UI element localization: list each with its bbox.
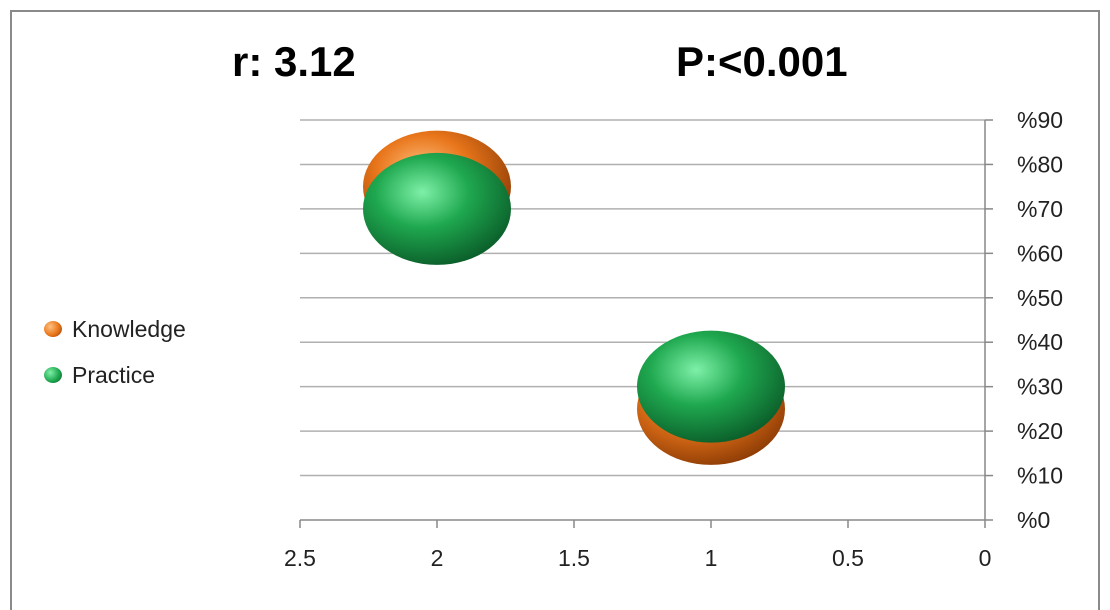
y-tick-label: %90: [1017, 107, 1063, 133]
practice-marker-icon: [44, 367, 62, 383]
y-tick-label: %30: [1017, 374, 1063, 400]
legend-item-practice: Practice: [44, 352, 186, 398]
legend-label-knowledge: Knowledge: [72, 315, 186, 342]
y-axis-ticks: %0 %10 %20 %30 %40 %50 %60 %70 %80 %90: [1017, 107, 1063, 533]
y-tick-label: %20: [1017, 418, 1063, 444]
y-tick-label: %10: [1017, 463, 1063, 489]
x-tick-label: 1: [705, 545, 718, 571]
correlation-label: r: 3.12: [232, 38, 356, 85]
x-tick-label: 1.5: [558, 545, 590, 571]
x-tick-label: 0.5: [832, 545, 864, 571]
y-tick-label: %40: [1017, 329, 1063, 355]
y-tick-label: %0: [1017, 507, 1050, 533]
x-tick-label: 0: [979, 545, 992, 571]
scatter-plot: %0 %10 %20 %30 %40 %50 %60 %70 %80 %90 2.5 2 1.5 1 0.…: [284, 107, 1063, 571]
practice-data-point: [637, 330, 785, 443]
legend-label-practice: Practice: [72, 361, 156, 388]
y-tick-label: %70: [1017, 196, 1063, 222]
legend: Knowledge Practice: [44, 306, 186, 398]
data-points: [363, 130, 785, 465]
p-value-label: P:<0.001: [676, 38, 848, 85]
x-tick-label: 2: [431, 545, 444, 571]
x-axis-ticks: 2.5 2 1.5 1 0.5 0: [284, 545, 991, 571]
chart-frame: [10, 10, 1100, 610]
y-tick-label: %60: [1017, 240, 1063, 266]
axes: [299, 119, 993, 528]
knowledge-marker-icon: [44, 321, 62, 337]
practice-data-point: [363, 152, 511, 265]
y-tick-label: %50: [1017, 285, 1063, 311]
x-tick-label: 2.5: [284, 545, 316, 571]
legend-item-knowledge: Knowledge: [44, 306, 186, 352]
y-tick-label: %80: [1017, 151, 1063, 177]
